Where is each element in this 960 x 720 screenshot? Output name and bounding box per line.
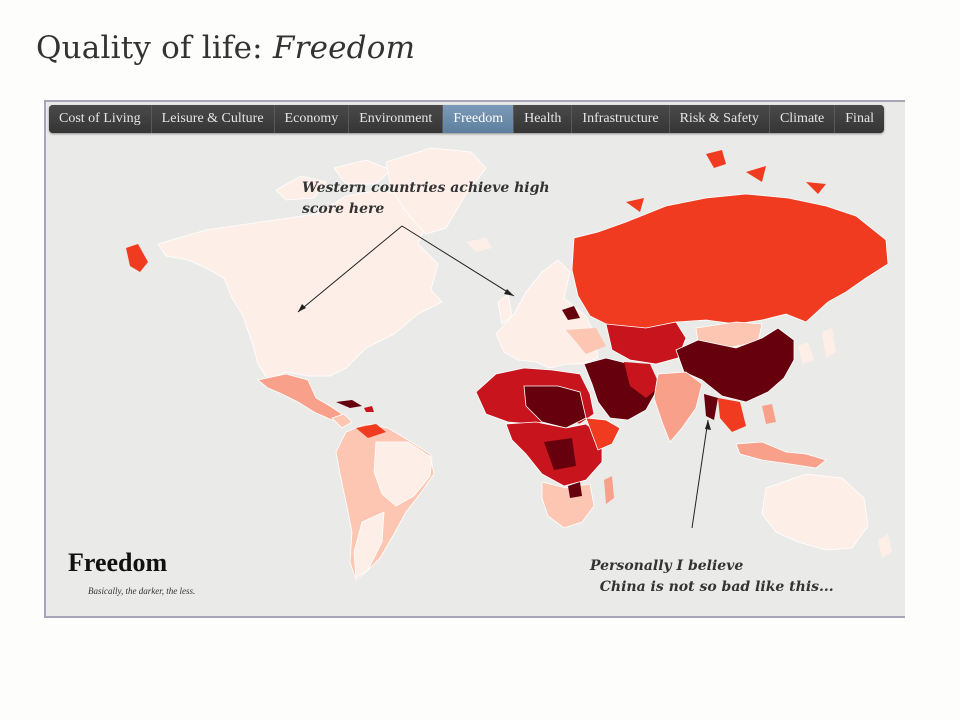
china: [675, 327, 795, 403]
caribbean: [364, 406, 374, 412]
category-tabs: Cost of Living Leisure & Culture Economy…: [49, 105, 885, 133]
annotation-china: Personally I believe China is not so bad…: [590, 558, 834, 595]
tab-freedom[interactable]: Freedom: [443, 105, 515, 133]
tab-health[interactable]: Health: [514, 105, 573, 133]
iran: [624, 362, 660, 398]
east-europe: [566, 328, 606, 354]
annotation-arrows: [297, 225, 709, 529]
tab-risk-safety[interactable]: Risk & Safety: [669, 105, 770, 133]
north-america: [157, 189, 443, 381]
southeast-asia: [718, 398, 746, 432]
tab-final[interactable]: Final: [835, 105, 885, 133]
horn-of-africa: [585, 417, 621, 451]
tab-infrastructure[interactable]: Infrastructure: [572, 105, 670, 133]
madagascar: [604, 476, 614, 504]
tab-environment[interactable]: Environment: [349, 105, 444, 133]
new-zealand: [878, 534, 892, 558]
world-map-panel[interactable]: Cost of Living Leisure & Culture Economy…: [44, 100, 905, 618]
zimbabwe: [568, 482, 582, 498]
world-map[interactable]: [46, 102, 905, 618]
argentina: [353, 511, 385, 579]
brazil: [373, 441, 433, 507]
australia: [761, 473, 869, 551]
tab-cost-of-living[interactable]: Cost of Living: [49, 105, 152, 133]
europe: [495, 259, 599, 369]
central-asia: [605, 321, 687, 365]
myanmar: [704, 394, 718, 420]
indonesia: [735, 441, 827, 469]
sahel: [523, 385, 587, 429]
venezuela: [356, 424, 386, 438]
slide-title: Quality of life: Freedom: [36, 30, 415, 66]
korea-japan: [798, 328, 836, 364]
iceland: [466, 238, 492, 252]
annotation-western: Western countries achieve high score her…: [302, 180, 550, 217]
legend-subtitle: Basically, the darker, the less.: [88, 586, 196, 596]
tab-leisure-culture[interactable]: Leisure & Culture: [151, 105, 275, 133]
philippines: [762, 404, 776, 424]
title-prefix: Quality of life:: [36, 30, 273, 66]
alaska-region: [126, 244, 148, 272]
title-emphasis: Freedom: [272, 30, 416, 66]
india: [653, 371, 703, 443]
central-america: [331, 413, 353, 429]
tab-climate[interactable]: Climate: [769, 105, 836, 133]
congo-region: [544, 438, 576, 470]
arctic-islands: [275, 159, 392, 201]
cuba: [336, 400, 362, 408]
legend-title: Freedom: [68, 548, 168, 577]
greenland: [385, 147, 487, 235]
belarus: [562, 306, 580, 320]
tab-economy[interactable]: Economy: [274, 105, 350, 133]
uk: [497, 293, 513, 325]
